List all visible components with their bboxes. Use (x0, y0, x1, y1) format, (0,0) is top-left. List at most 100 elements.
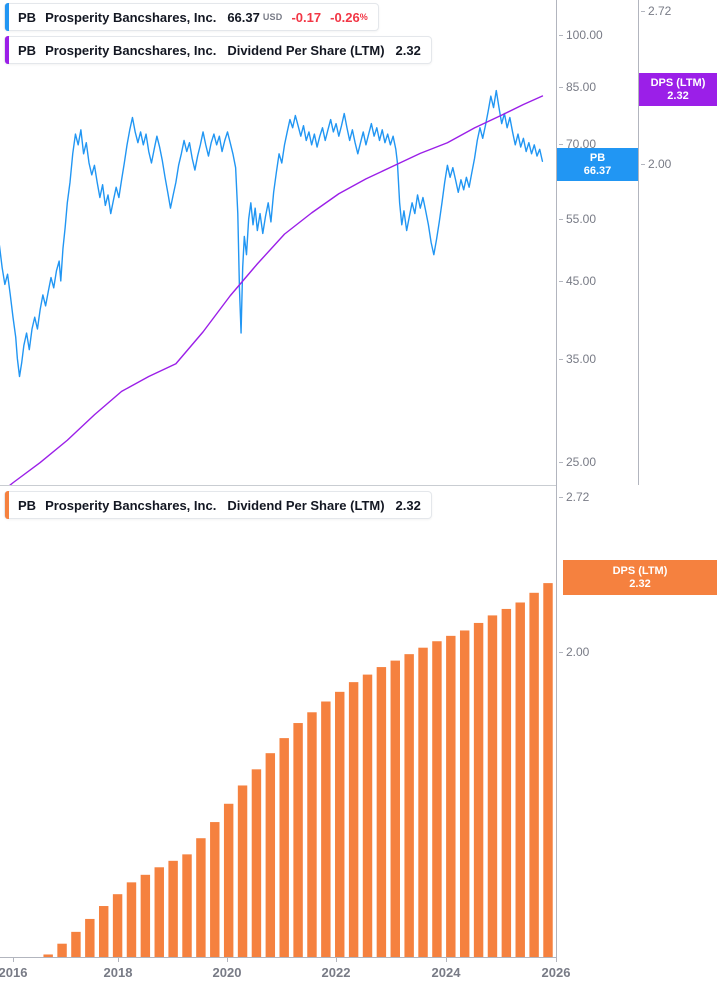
legend-color-swatch-dps-overlay (5, 36, 9, 64)
legend-color-swatch-price (5, 3, 9, 31)
price-chart-plot[interactable] (0, 0, 556, 485)
time-axis-line (0, 957, 557, 958)
dps-overlay-axis-tick: 2.72 (648, 4, 672, 18)
dps-pane-axis-tick-tickmark (559, 652, 563, 653)
price-axis-tick: 45.00 (566, 274, 597, 288)
price-axis-tick: 25.00 (566, 455, 597, 469)
legend-study-dps-overlay: Dividend Per Share (LTM) (227, 42, 385, 58)
legend-change-pct: -0.26 (330, 9, 360, 25)
legend-company-price: Prosperity Bancshares, Inc. (45, 9, 217, 25)
dps-bar (57, 943, 67, 957)
dps-bar (321, 701, 331, 957)
dps-bar (237, 785, 248, 957)
dps-bar (223, 803, 234, 957)
dps-pane-badge-value: 2.32 (629, 577, 651, 590)
dps-bar (265, 753, 276, 957)
price-axis-tick-tickmark (559, 462, 563, 463)
dps-bar (140, 874, 151, 957)
price-axis-tick: 100.00 (566, 28, 603, 42)
dps-pane-axis-tick-tickmark (559, 497, 563, 498)
time-axis-tickmark (13, 957, 14, 962)
time-axis-tickmark (556, 957, 557, 962)
price-last-badge[interactable]: PB 66.37 (557, 148, 638, 181)
dps-bar (196, 838, 206, 957)
dps-overlay-badge[interactable]: DPS (LTM) 2.32 (639, 73, 717, 106)
dps-overlay-badge-title: DPS (LTM) (650, 76, 706, 89)
dps-bar (404, 654, 414, 957)
dps-bar (43, 954, 53, 957)
dps-bar (168, 860, 178, 957)
price-axis-tick: 70.00 (566, 137, 597, 151)
dps-overlay-axis-tick-tickmark (641, 164, 645, 165)
dps-bar (85, 918, 95, 957)
dps-bar (376, 667, 387, 957)
dps-pane-axis-tick: 2.72 (566, 490, 590, 504)
price-axis-tick-tickmark (559, 144, 563, 145)
dps-bar (251, 769, 262, 957)
price-axis-tick-tickmark (559, 281, 563, 282)
legend-color-swatch-dps-pane (5, 491, 9, 519)
dps-overlay-line (9, 95, 544, 485)
dps-chart-plot[interactable] (0, 486, 556, 957)
dps-bar (529, 592, 539, 957)
dps-bar (432, 641, 442, 957)
legend-dps-overlay[interactable]: PB Prosperity Bancshares, Inc. Dividend … (4, 36, 432, 64)
time-axis-label[interactable]: 2016 (0, 965, 28, 980)
time-axis-label[interactable]: 2022 (321, 965, 351, 980)
price-last-badge-title: PB (589, 151, 606, 164)
price-line (0, 89, 544, 378)
dps-bar (126, 882, 137, 957)
price-axis-separator (556, 0, 557, 957)
dps-pane-badge-title: DPS (LTM) (612, 564, 668, 577)
price-last-badge-value: 66.37 (583, 164, 612, 177)
dps-bar (418, 647, 428, 957)
price-axis-tick-tickmark (559, 359, 563, 360)
price-axis-tick-tickmark (559, 219, 563, 220)
legend-value-dps-overlay: 2.32 (395, 42, 421, 58)
dps-bar (446, 635, 456, 957)
dps-bar (293, 723, 303, 957)
price-axis-tick: 85.00 (566, 80, 597, 94)
time-axis-tickmark (118, 957, 119, 962)
pane-divider (0, 485, 556, 486)
time-axis-label[interactable]: 2026 (541, 965, 571, 980)
price-axis-tick: 55.00 (566, 212, 597, 226)
time-axis-tickmark (227, 957, 228, 962)
legend-ticker-dps-pane: PB (18, 497, 37, 513)
dps-overlay-badge-value: 2.32 (667, 89, 689, 102)
dps-chart-svg (43, 583, 553, 957)
dps-bar (501, 608, 512, 957)
time-axis-label[interactable]: 2020 (212, 965, 242, 980)
dps-bar (515, 602, 525, 957)
dps-pane-axis-tick: 2.00 (566, 645, 590, 659)
dps-bar-group (43, 583, 553, 957)
dps-bar (362, 674, 373, 957)
price-axis-tick-tickmark (559, 87, 563, 88)
dps-bar (543, 583, 553, 957)
legend-currency: USD (262, 12, 283, 22)
dps-bar (154, 867, 164, 957)
dps-overlay-axis-tick: 2.00 (648, 157, 672, 171)
legend-last-price: 66.37 (227, 9, 260, 25)
legend-company-dps-pane: Prosperity Bancshares, Inc. (45, 497, 217, 513)
time-axis-label[interactable]: 2018 (103, 965, 133, 980)
dps-overlay-axis-tick-tickmark (641, 11, 645, 12)
dps-bar (473, 622, 484, 957)
dps-bar (279, 738, 289, 957)
dps-bar (112, 894, 123, 957)
dps-bar (348, 682, 359, 957)
legend-study-dps-pane: Dividend Per Share (LTM) (227, 497, 385, 513)
dps-bar (459, 630, 470, 957)
dps-axis-separator (638, 0, 639, 485)
legend-price[interactable]: PB Prosperity Bancshares, Inc. 66.37 USD… (4, 3, 379, 31)
dps-pane-badge[interactable]: DPS (LTM) 2.32 (563, 560, 717, 595)
dps-bar (487, 615, 498, 957)
price-chart-svg (0, 89, 544, 485)
legend-dps-pane[interactable]: PB Prosperity Bancshares, Inc. Dividend … (4, 491, 432, 519)
dps-bar (307, 712, 317, 957)
legend-ticker-price: PB (18, 9, 37, 25)
dps-bar (210, 822, 220, 957)
time-axis-label[interactable]: 2024 (431, 965, 461, 980)
price-axis-tick-tickmark (559, 35, 563, 36)
legend-ticker-dps-overlay: PB (18, 42, 37, 58)
